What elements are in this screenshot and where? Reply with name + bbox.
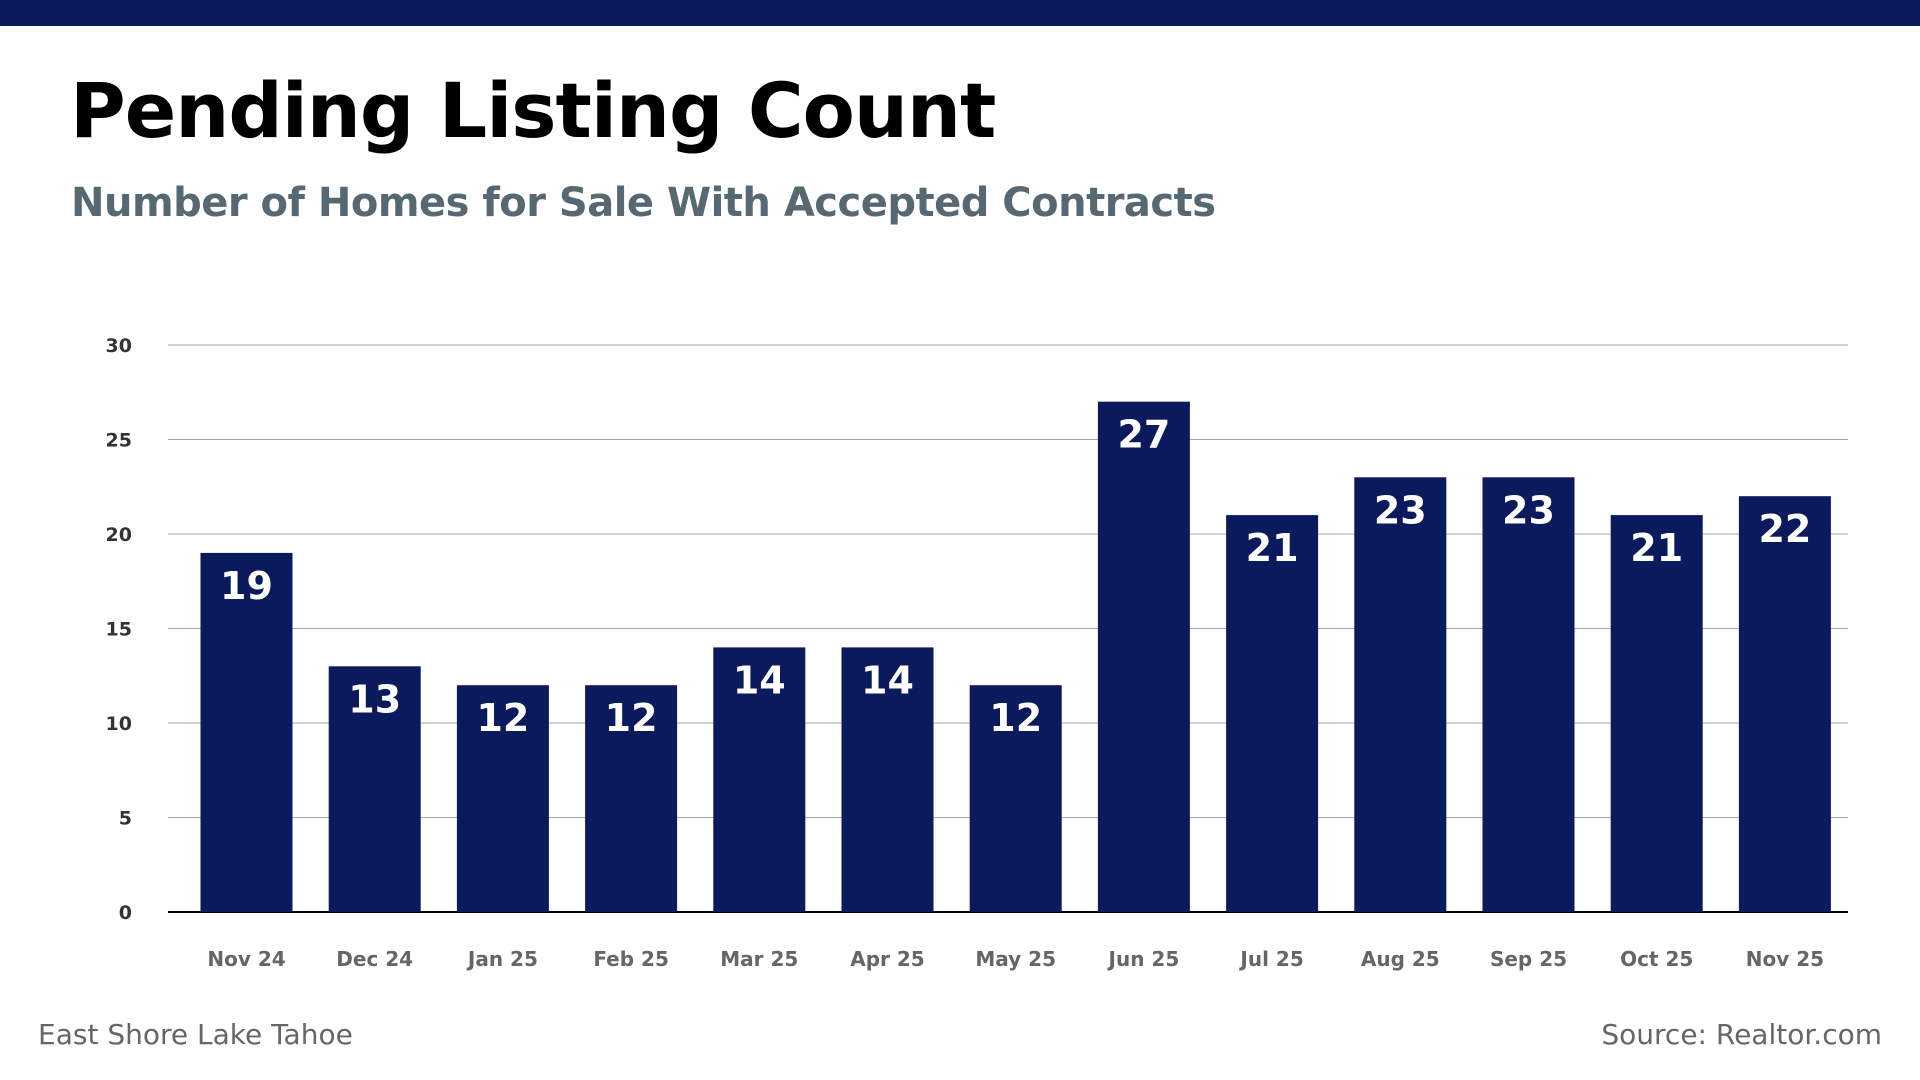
bar-value-label: 23 [1374,488,1427,532]
bar-may-25 [969,685,1062,912]
x-category-label: Aug 25 [1361,947,1440,971]
x-category-label: Apr 25 [850,947,924,971]
bar-dec-24 [328,666,421,912]
chart-subtitle: Number of Homes for Sale With Accepted C… [71,180,1216,226]
y-tick-label: 20 [106,524,132,546]
y-tick-label: 30 [106,335,132,357]
x-category-label: Oct 25 [1620,947,1693,971]
bars: 19 13 12 12 14 14 12 27 21 23 23 21 22 [200,401,1831,912]
chart-title: Pending Listing Count [70,66,996,155]
bar-value-label: 13 [348,677,401,721]
y-tick-label: 15 [106,619,132,641]
x-category-label: May 25 [975,947,1056,971]
x-axis-labels: Nov 24 Dec 24 Jan 25 Feb 25 Mar 25 Apr 25 May … [207,947,1824,971]
bar-value-label: 14 [861,658,914,702]
bar-value-label: 12 [989,696,1042,740]
bar-value-label: 22 [1758,507,1811,551]
x-category-label: Jun 25 [1107,947,1180,971]
footer-location: East Shore Lake Tahoe [38,1018,353,1051]
x-category-label: Nov 24 [207,947,285,971]
bar-nov-25 [1738,496,1831,912]
bar-mar-25 [713,647,806,912]
x-category-label: Feb 25 [593,947,669,971]
bar-apr-25 [841,647,934,912]
y-tick-label: 5 [119,808,132,830]
bar-jan-25 [456,685,549,912]
bar-jul-25 [1226,515,1319,912]
y-tick-label: 25 [106,430,132,452]
bar-jun-25 [1097,401,1190,912]
bar-aug-25 [1354,477,1447,912]
bar-nov-24 [200,552,293,912]
footer-source: Source: Realtor.com [1601,1018,1882,1051]
y-tick-label: 10 [106,713,132,735]
y-axis-ticks: 0 5 10 15 20 25 30 [106,335,132,924]
x-category-label: Jan 25 [466,947,538,971]
bar-value-label: 12 [605,696,658,740]
bar-value-label: 21 [1246,526,1299,570]
bar-oct-25 [1610,515,1703,912]
bar-value-label: 12 [476,696,529,740]
bar-value-label: 14 [733,658,786,702]
x-category-label: Mar 25 [720,947,798,971]
bar-value-label: 21 [1630,526,1683,570]
top-accent-bar [0,0,1920,26]
x-category-label: Dec 24 [336,947,413,971]
bar-sep-25 [1482,477,1575,912]
x-category-label: Sep 25 [1490,947,1567,971]
x-category-label: Nov 25 [1746,947,1824,971]
bar-value-label: 19 [220,564,273,608]
bar-feb-25 [585,685,678,912]
bar-value-label: 23 [1502,488,1555,532]
x-category-label: Jul 25 [1238,947,1303,971]
bar-value-label: 27 [1117,413,1170,457]
y-tick-label: 0 [119,902,132,924]
